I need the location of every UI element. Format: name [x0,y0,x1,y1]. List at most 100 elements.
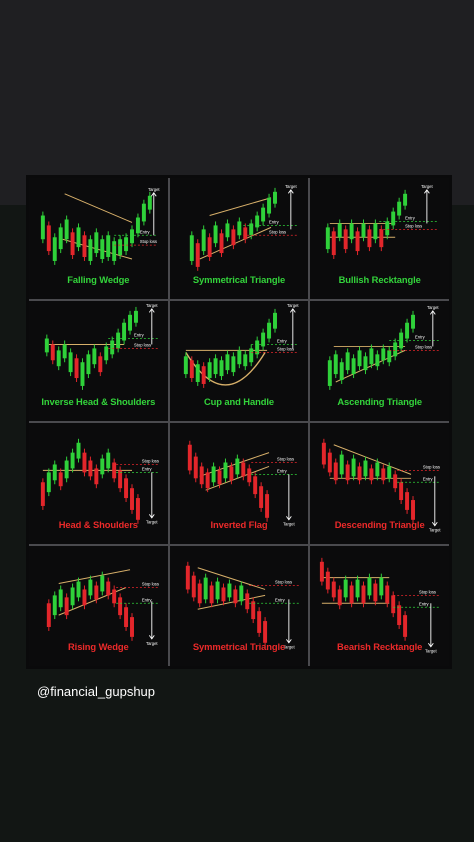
candle-body [195,243,200,267]
pattern-title: Cup and Handle [204,396,274,407]
candle-body [225,353,230,370]
candle-body [80,361,85,386]
candle-body [237,221,241,236]
candle-body [44,338,49,352]
candle-body [375,462,380,477]
pattern-cell-symmetrical-triangle-bullish: Entry Stop loss Target Symmetrical Triangle [169,178,309,299]
stop-loss-label: Stop loss [415,344,432,349]
pattern-line [199,452,269,477]
candle-body [272,312,277,329]
candle-body [405,322,410,339]
candle-body [100,458,105,475]
candle-body [112,588,117,603]
candle-body [68,351,73,372]
candle-body [385,221,390,236]
candle-body [345,351,350,370]
arrow-head-icon [287,189,294,194]
candle-body [250,600,255,619]
candle-body [233,588,238,603]
candle-body [351,357,356,374]
candle-body [332,581,337,597]
candle-body [215,581,220,599]
candle-body [340,454,345,475]
candle-body [363,355,368,370]
candle-body [201,365,206,384]
candle-body [195,363,200,382]
candle-body [130,616,134,637]
pattern-chart: Entry Stop loss Target [183,302,299,388]
candle-body [219,233,224,254]
pattern-title: Falling Wedge [67,273,130,285]
candle-body [393,341,398,356]
candle-body [82,588,87,605]
pattern-line [197,594,265,610]
candle-body [141,203,146,222]
candle-body [334,353,339,374]
entry-label: Entry [269,219,280,224]
candle-body [240,462,245,477]
candle-body [242,353,247,366]
target-label: Target [285,184,297,189]
candle-body [260,207,265,222]
pattern-cell-inverted-flag-bearish: Entry Stop loss Target Inverted Flag [169,423,309,544]
candle-body [116,332,121,348]
candle-body [52,594,57,615]
candle-body [355,579,360,597]
candle-body [40,215,45,240]
arrow-head-icon [148,634,155,640]
entry-label: Entry [140,229,151,234]
candle-body [252,476,257,495]
candle-body [92,347,97,364]
candle-body [344,229,348,250]
candle-body [62,343,67,358]
candle-body [248,223,253,236]
candle-body [104,345,109,360]
candle-body [201,229,206,252]
candle-body [373,223,378,240]
candle-body [338,223,343,238]
entry-label: Entry [142,597,153,602]
candle-body [266,322,271,339]
pattern-cell-bearish-recktangle-bearish: Entry Stop loss Target Bearish Recktangle [310,545,449,666]
stop-loss-label: Stop loss [423,464,440,469]
candle-body [100,575,105,591]
candle-body [211,466,216,483]
entry-label: Entry [142,466,153,471]
candle-body [397,604,402,625]
stop-loss-label: Stop loss [269,229,286,234]
arrow-head-icon [428,642,435,648]
pattern-cell-symmetrical-triangle-bearish: Entry Stop loss Target Symmetrical Triangle [169,545,309,666]
candle-body [64,596,69,615]
candle-body [367,577,372,595]
stop-loss-label: Stop loss [142,459,159,464]
candle-body [112,462,117,479]
pattern-title: Ascending Triangle [337,396,422,407]
candle-body [205,472,210,489]
candle-body [369,347,374,364]
arrow-head-icon [289,307,296,313]
candle-body [231,229,236,246]
candle-body [86,353,91,374]
entry-label: Entry [134,332,145,337]
candle-body [58,472,63,487]
candle-body [213,225,218,244]
candle-body [260,332,265,346]
instagram-handle: @financial_gupshup [37,684,156,699]
candle-body [349,223,354,240]
candle-body [403,614,408,637]
candle-body [258,486,263,508]
arrow-head-icon [285,516,292,521]
candle-body [52,237,57,261]
pattern-line [209,197,271,217]
candle-body [118,596,123,615]
candle-body [185,565,190,589]
candle-body [399,482,404,501]
pattern-chart: Entry Stop loss Target [44,302,158,390]
candle-body [229,466,234,481]
pattern-chart: Entry Stop loss Target [320,557,440,653]
cup-curve [184,351,266,386]
candle-body [254,215,259,228]
pattern-chart: Entry Stop loss Target [40,438,159,525]
pattern-cell-head-shoulders-bearish: Entry Stop loss Target Head & Shoulders [29,423,168,544]
candle-body [332,231,337,256]
